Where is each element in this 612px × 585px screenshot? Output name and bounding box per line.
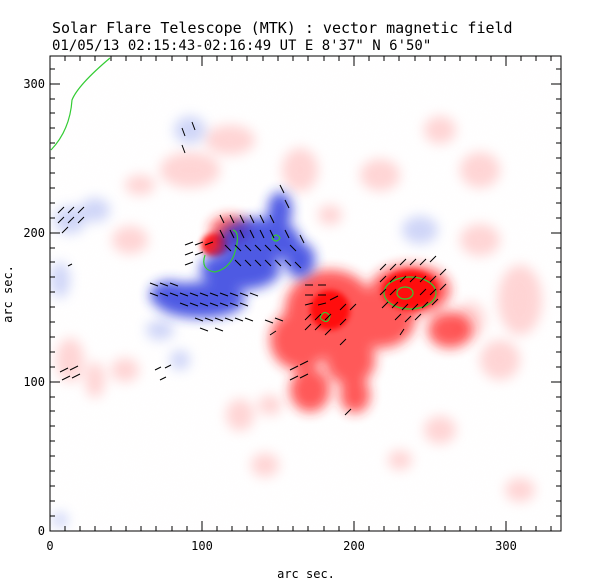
y-tick-label: 0	[38, 524, 45, 538]
field-vectors	[57, 121, 447, 416]
y-tick-label: 200	[23, 226, 45, 240]
x-axis-label: arc sec.	[277, 567, 335, 581]
contour-lines	[50, 57, 437, 323]
x-tick-label: 0	[46, 539, 53, 553]
y-tick-label: 300	[23, 77, 45, 91]
x-tick-label: 200	[343, 539, 365, 553]
magnetogram-image	[50, 56, 561, 531]
x-tick-label: 300	[495, 539, 517, 553]
y-axis-label: arc sec.	[1, 265, 15, 323]
negative-field-strong	[150, 192, 315, 318]
x-tick-label: 100	[191, 539, 213, 553]
figure-subtitle: 01/05/13 02:15:43-02:16:49 UT E 8'37" N …	[52, 38, 431, 54]
figure-title: Solar Flare Telescope (MTK) : vector mag…	[52, 19, 513, 37]
plot-frame	[49, 55, 562, 532]
positive-field-faint	[56, 116, 542, 502]
axis-ticks	[49, 56, 561, 532]
y-tick-label: 100	[23, 375, 45, 389]
